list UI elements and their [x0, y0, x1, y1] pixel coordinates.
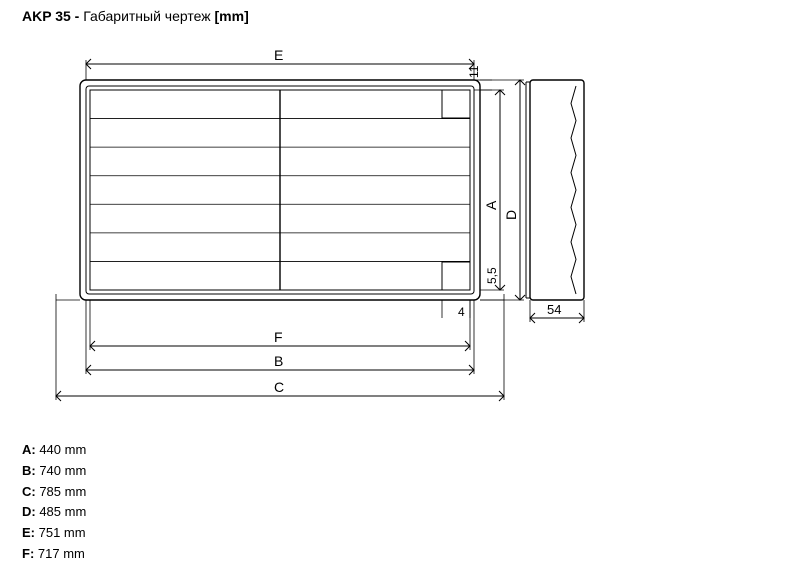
svg-text:5,5: 5,5 — [485, 267, 499, 284]
legend-val: 440 mm — [36, 442, 87, 457]
legend-val: 485 mm — [36, 504, 87, 519]
legend-row: A: 440 mm — [22, 440, 86, 461]
svg-text:4: 4 — [458, 305, 465, 319]
dimensional-drawing: E 11 AD 5,5 4 FBC 54 — [20, 40, 780, 420]
legend-row: B: 740 mm — [22, 461, 86, 482]
legend-key: A: — [22, 442, 36, 457]
legend-val: 751 mm — [35, 525, 86, 540]
title-prefix: AKP 35 - — [22, 8, 83, 24]
legend-key: E: — [22, 525, 35, 540]
legend-row: C: 785 mm — [22, 482, 86, 503]
svg-text:D: D — [503, 210, 519, 220]
svg-text:B: B — [274, 353, 283, 369]
svg-text:54: 54 — [547, 302, 561, 317]
legend-val: 785 mm — [36, 484, 87, 499]
title-text: Габаритный чертеж — [83, 8, 210, 24]
svg-text:F: F — [274, 329, 283, 345]
page-title: AKP 35 - Габаритный чертеж [mm] — [22, 8, 249, 24]
dimension-legend: A: 440 mm B: 740 mm C: 785 mm D: 485 mm … — [22, 440, 86, 565]
svg-text:11: 11 — [467, 65, 481, 78]
legend-val: 740 mm — [36, 463, 87, 478]
legend-row: D: 485 mm — [22, 502, 86, 523]
legend-key: B: — [22, 463, 36, 478]
legend-key: F: — [22, 546, 34, 561]
drawing-svg: E 11 AD 5,5 4 FBC 54 — [20, 40, 780, 420]
svg-text:E: E — [274, 47, 283, 63]
svg-text:A: A — [483, 200, 499, 210]
svg-text:C: C — [274, 379, 284, 395]
legend-val: 717 mm — [34, 546, 85, 561]
legend-row: F: 717 mm — [22, 544, 86, 565]
legend-key: C: — [22, 484, 36, 499]
title-unit: [mm] — [211, 8, 249, 24]
legend-key: D: — [22, 504, 36, 519]
legend-row: E: 751 mm — [22, 523, 86, 544]
